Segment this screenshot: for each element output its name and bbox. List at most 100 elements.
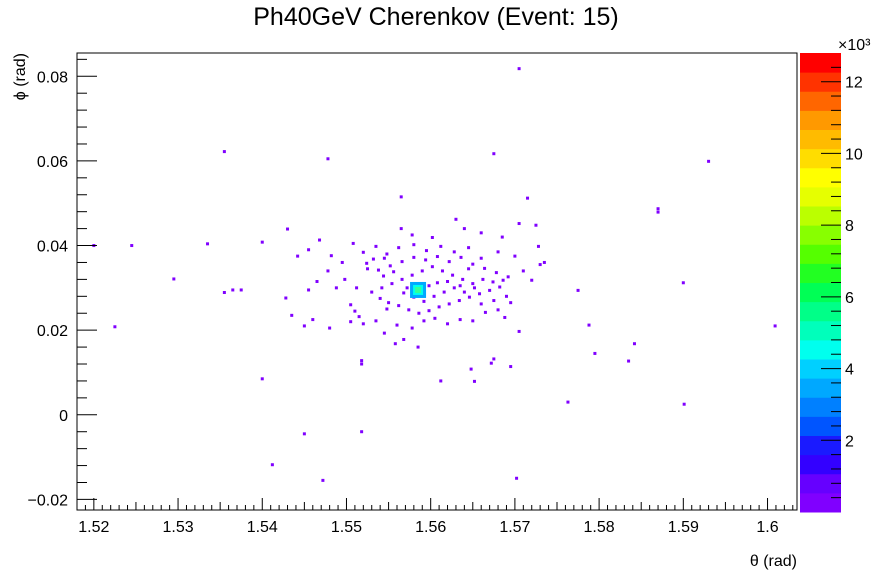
data-point — [400, 277, 404, 281]
data-point — [471, 282, 475, 286]
data-point — [376, 268, 380, 272]
data-point — [478, 292, 482, 296]
colorbar-segment — [800, 110, 841, 130]
colorbar: 2 4 6 8 10 12 — [800, 53, 863, 513]
data-point — [462, 290, 466, 294]
data-point — [513, 254, 517, 258]
data-point — [286, 227, 290, 231]
data-point — [471, 262, 475, 266]
colorbar-segment — [800, 378, 841, 398]
data-point — [412, 243, 416, 247]
data-point — [467, 246, 471, 250]
data-point — [307, 248, 311, 252]
colorbar-segment — [800, 454, 841, 475]
y-axis-label: ϕ (rad) — [12, 53, 29, 100]
data-point — [378, 296, 382, 300]
data-point — [302, 324, 306, 328]
data-point — [534, 223, 538, 227]
data-point — [351, 241, 355, 245]
colorbar-segment — [800, 339, 841, 360]
data-point — [467, 295, 471, 299]
data-point — [311, 318, 315, 322]
colorbar-segment — [800, 492, 841, 513]
data-point — [290, 313, 294, 317]
y-tick-label: 0.06 — [37, 154, 68, 171]
colorbar-tick-label: 6 — [845, 290, 854, 307]
data-point — [430, 265, 434, 269]
data-point — [427, 284, 431, 288]
data-point — [681, 281, 685, 285]
data-point — [370, 290, 374, 294]
data-point — [435, 281, 439, 285]
data-point — [435, 255, 439, 259]
data-point — [538, 263, 542, 267]
colorbar-segment — [800, 129, 841, 150]
data-point — [530, 278, 534, 282]
colorbar-segment — [800, 225, 841, 245]
data-point — [315, 280, 319, 283]
x-tick-label: 1.53 — [162, 519, 193, 536]
x-tick-label: 1.54 — [247, 519, 278, 536]
data-point — [440, 269, 444, 273]
data-point — [397, 304, 401, 308]
data-point — [410, 273, 414, 277]
data-point — [462, 227, 466, 231]
data-point — [439, 379, 443, 383]
data-point — [446, 280, 450, 283]
data-point — [483, 310, 487, 314]
data-point — [492, 152, 496, 156]
data-point — [326, 269, 330, 273]
colorbar-tick-label: 2 — [845, 433, 854, 450]
data-point — [442, 290, 446, 294]
data-point — [371, 257, 375, 261]
data-point — [509, 301, 513, 305]
data-point — [433, 316, 437, 320]
data-point — [566, 400, 570, 404]
data-point — [479, 302, 483, 306]
data-point — [390, 282, 394, 286]
data-point — [521, 269, 525, 273]
colorbar-segment — [800, 186, 841, 207]
x-axis-label: θ (rad) — [750, 553, 797, 570]
data-point — [343, 277, 347, 281]
colorbar-segment — [800, 167, 841, 188]
y-tick-label: 0.02 — [37, 323, 68, 340]
data-point — [349, 303, 353, 307]
data-point — [402, 291, 406, 295]
data-point — [393, 342, 397, 346]
data-point — [446, 322, 450, 326]
data-point — [130, 244, 134, 248]
y-tick-label: 0 — [59, 408, 68, 425]
data-point — [399, 227, 403, 231]
data-point — [576, 288, 580, 292]
colorbar-exponent-label: ×10³ — [838, 37, 871, 54]
colorbar-segment — [800, 263, 841, 283]
data-point — [360, 430, 364, 434]
data-point — [500, 235, 504, 239]
data-point — [360, 362, 364, 366]
data-point — [427, 309, 431, 313]
data-point — [374, 244, 378, 248]
data-point — [407, 308, 411, 312]
data-point — [328, 326, 332, 330]
data-point — [260, 240, 264, 244]
data-point — [321, 478, 325, 482]
data-point — [432, 294, 436, 298]
data-point — [340, 260, 344, 264]
data-point — [627, 359, 631, 363]
data-point — [517, 222, 521, 226]
data-point — [424, 249, 428, 253]
data-point — [682, 402, 686, 406]
data-point — [334, 286, 338, 290]
colorbar-segment — [800, 359, 841, 379]
axes: 1.52 1.53 1.54 1.55 1.56 1.57 1.58 1.59 1.6 −0.02… — [28, 58, 794, 536]
data-point — [515, 476, 519, 480]
data-point — [517, 329, 521, 333]
y-tick-label: 0.08 — [37, 69, 68, 86]
data-point — [526, 196, 530, 200]
colorbar-segment — [800, 148, 841, 169]
x-tick-label: 1.52 — [78, 519, 109, 536]
colorbar-segment — [800, 53, 841, 73]
data-point — [458, 318, 462, 322]
data-point — [284, 296, 288, 300]
